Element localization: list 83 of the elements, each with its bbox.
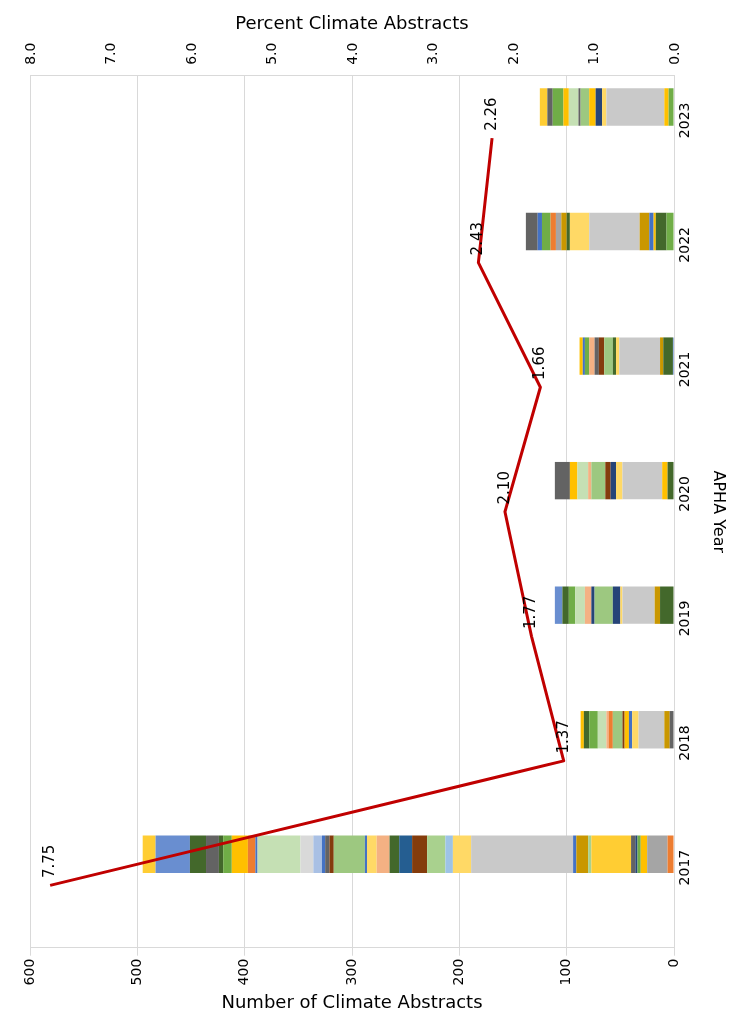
- bar: [638, 711, 665, 749]
- data-label: 1.77: [521, 595, 540, 630]
- x-tick-label: 600: [20, 958, 37, 986]
- bar: [602, 88, 607, 126]
- bar: [325, 835, 330, 873]
- bar: [604, 337, 613, 375]
- bar: [664, 711, 670, 749]
- bar: [647, 835, 668, 873]
- x2-tick-label: 2.0: [504, 42, 521, 65]
- bar: [445, 835, 453, 873]
- bar: [632, 711, 639, 749]
- bar: [189, 835, 207, 873]
- bar: [622, 586, 655, 624]
- y-tick-label: 2023: [675, 102, 692, 139]
- bar: [620, 586, 623, 624]
- bar: [389, 835, 400, 873]
- x2-tick-label: 3.0: [424, 42, 441, 65]
- bar: [616, 461, 623, 500]
- bar: [367, 835, 377, 873]
- y-tick-label: 2022: [675, 227, 692, 263]
- bar: [589, 711, 598, 749]
- bar: [568, 88, 579, 126]
- x-tick-label: 300: [342, 958, 359, 986]
- y-tick-label: 2020: [675, 476, 692, 512]
- bar: [223, 835, 232, 873]
- bar: [206, 835, 219, 873]
- x-tick-label: 400: [235, 958, 252, 986]
- bar: [255, 835, 258, 873]
- bar: [333, 835, 365, 873]
- bar: [329, 835, 334, 873]
- bar: [654, 586, 661, 624]
- y-axis-title: APHA Year: [710, 470, 730, 554]
- bar: [575, 586, 585, 624]
- data-label: 2.43: [468, 221, 487, 256]
- x-tick-label: 100: [557, 958, 574, 986]
- x2-tick-label: 6.0: [182, 42, 199, 65]
- data-label: 2.10: [494, 471, 513, 505]
- bar: [155, 835, 190, 873]
- y-tick-label: 2017: [675, 849, 692, 886]
- bar: [142, 835, 156, 873]
- x2-tick-label: 7.0: [102, 42, 119, 65]
- bar: [624, 711, 629, 749]
- bar: [427, 835, 446, 873]
- bar: [321, 835, 326, 873]
- x2-tick-label: 8.0: [21, 42, 38, 65]
- y-tick-label: 2021: [675, 351, 692, 388]
- x-tick-label: 200: [449, 958, 466, 986]
- bar: [606, 88, 665, 126]
- data-label: 7.75: [40, 844, 59, 879]
- x2-axis-title: Percent Climate Abstracts: [235, 12, 469, 34]
- bar: [364, 835, 368, 873]
- data-label: 2.26: [481, 97, 500, 131]
- x2-tick-label: 4.0: [343, 42, 360, 65]
- data-label: 1.66: [530, 346, 549, 380]
- bar: [622, 461, 663, 500]
- bar: [313, 835, 322, 873]
- bar: [595, 88, 603, 126]
- bar: [584, 586, 592, 624]
- x-tick-label: 500: [127, 958, 144, 986]
- x2-tick-label: 5.0: [263, 42, 280, 65]
- bar: [555, 212, 562, 251]
- y-tick-label: 2018: [675, 725, 692, 761]
- bar: [552, 88, 564, 126]
- bar: [588, 461, 592, 500]
- bar: [589, 88, 596, 126]
- bar: [580, 88, 590, 126]
- x2-tick-label: 1.0: [585, 42, 602, 65]
- bar: [577, 461, 589, 500]
- bar: [610, 461, 617, 500]
- bar: [541, 212, 551, 251]
- bar: [399, 835, 413, 873]
- bar: [612, 586, 621, 624]
- bar: [412, 835, 428, 873]
- bar: [257, 835, 301, 873]
- y-tick-label: 2019: [675, 600, 692, 637]
- x-axis-title: Number of Climate Abstracts: [221, 990, 483, 1012]
- bar: [584, 337, 590, 375]
- bar: [591, 461, 606, 500]
- data-label: 1.37: [553, 720, 572, 754]
- x2-tick-label: 0.0: [665, 42, 682, 65]
- bar: [376, 835, 390, 873]
- bar: [300, 835, 314, 873]
- x-tick-label: 0: [664, 958, 681, 968]
